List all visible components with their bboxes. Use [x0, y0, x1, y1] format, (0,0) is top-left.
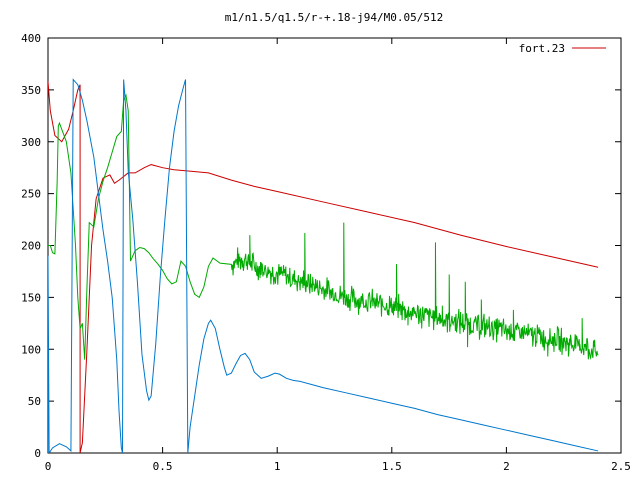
axes: [48, 38, 621, 453]
ticks: 0 0.5 1 1.5 2 2.5 0 50 100 150 200 250 300 350 400: [21, 32, 631, 473]
y-tick-label: 0: [34, 447, 41, 460]
y-tick-label: 200: [21, 240, 41, 253]
x-tick-label: 0.5: [153, 460, 173, 473]
chart-title: m1/n1.5/q1.5/r-+.18-j94/M0.05/512: [225, 11, 444, 24]
series-line-3: [48, 80, 598, 454]
y-tick-label: 150: [21, 291, 41, 304]
series-line-1: [48, 82, 598, 453]
legend-label: fort.23: [519, 42, 565, 55]
y-tick-label: 350: [21, 84, 41, 97]
series-group: [48, 80, 598, 454]
y-tick-label: 300: [21, 136, 41, 149]
x-tick-label: 1.5: [382, 460, 402, 473]
legend: fort.23: [519, 42, 606, 55]
x-tick-label: 2: [503, 460, 510, 473]
plot-frame: [48, 38, 621, 453]
x-tick-label: 1: [274, 460, 281, 473]
x-tick-label: 0: [45, 460, 52, 473]
y-tick-label: 400: [21, 32, 41, 45]
y-tick-label: 100: [21, 343, 41, 356]
series-line-2: [48, 95, 598, 360]
y-tick-label: 50: [28, 395, 41, 408]
y-tick-label: 250: [21, 188, 41, 201]
x-tick-label: 2.5: [611, 460, 631, 473]
